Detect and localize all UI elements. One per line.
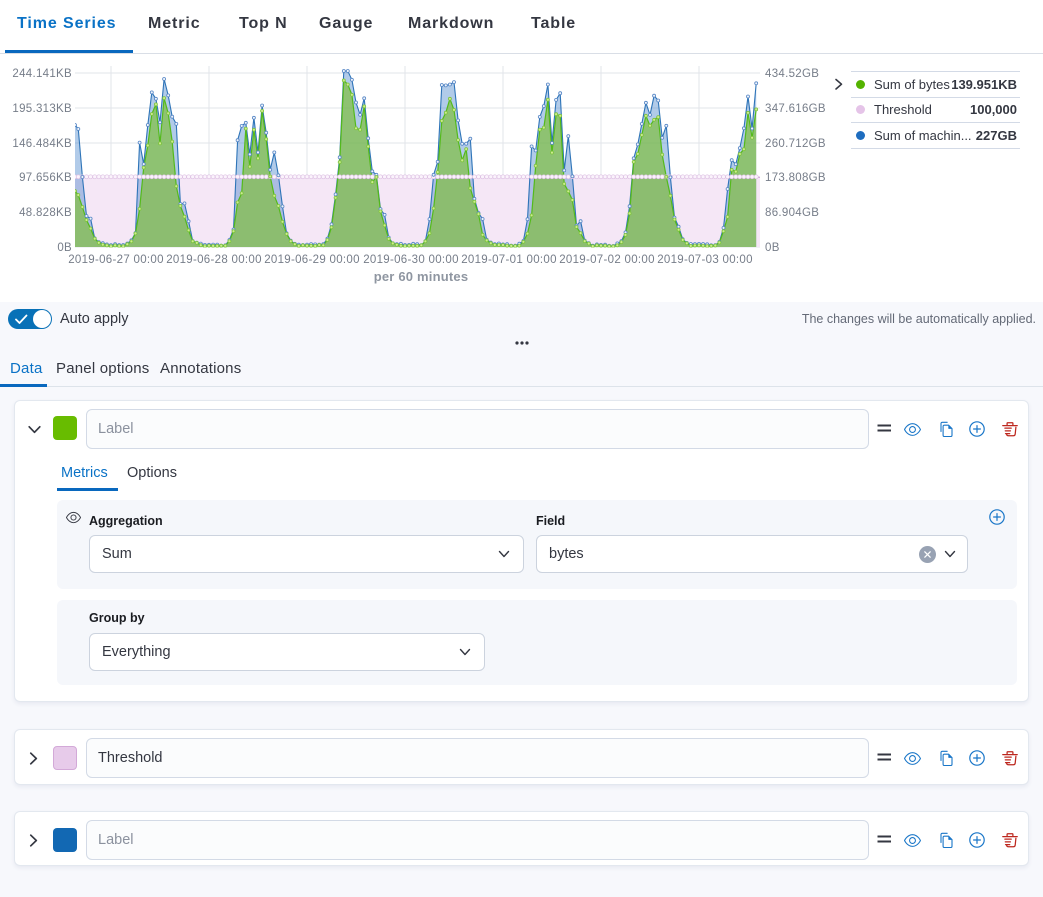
- svg-text:173.808GB: 173.808GB: [765, 172, 826, 184]
- svg-text:260.712GB: 260.712GB: [765, 138, 826, 150]
- svg-text:2019-07-02 00:00: 2019-07-02 00:00: [559, 254, 655, 266]
- svg-text:2019-07-03 00:00: 2019-07-03 00:00: [657, 254, 753, 266]
- svg-text:2019-06-29 00:00: 2019-06-29 00:00: [264, 254, 360, 266]
- svg-text:86.904GB: 86.904GB: [765, 207, 819, 219]
- svg-text:244.141KB: 244.141KB: [12, 68, 72, 80]
- svg-text:0B: 0B: [57, 242, 72, 254]
- svg-text:0B: 0B: [765, 242, 780, 254]
- svg-text:per 60 minutes: per 60 minutes: [374, 269, 469, 284]
- svg-text:2019-06-27 00:00: 2019-06-27 00:00: [68, 254, 164, 266]
- svg-text:2019-06-28 00:00: 2019-06-28 00:00: [166, 254, 262, 266]
- svg-text:2019-06-30 00:00: 2019-06-30 00:00: [363, 254, 459, 266]
- svg-text:97.656KB: 97.656KB: [19, 172, 72, 184]
- svg-text:434.52GB: 434.52GB: [765, 68, 819, 80]
- svg-text:195.313KB: 195.313KB: [12, 103, 72, 115]
- svg-text:146.484KB: 146.484KB: [12, 138, 72, 150]
- svg-text:48.828KB: 48.828KB: [19, 207, 72, 219]
- svg-text:347.616GB: 347.616GB: [765, 103, 826, 115]
- svg-text:2019-07-01 00:00: 2019-07-01 00:00: [461, 254, 557, 266]
